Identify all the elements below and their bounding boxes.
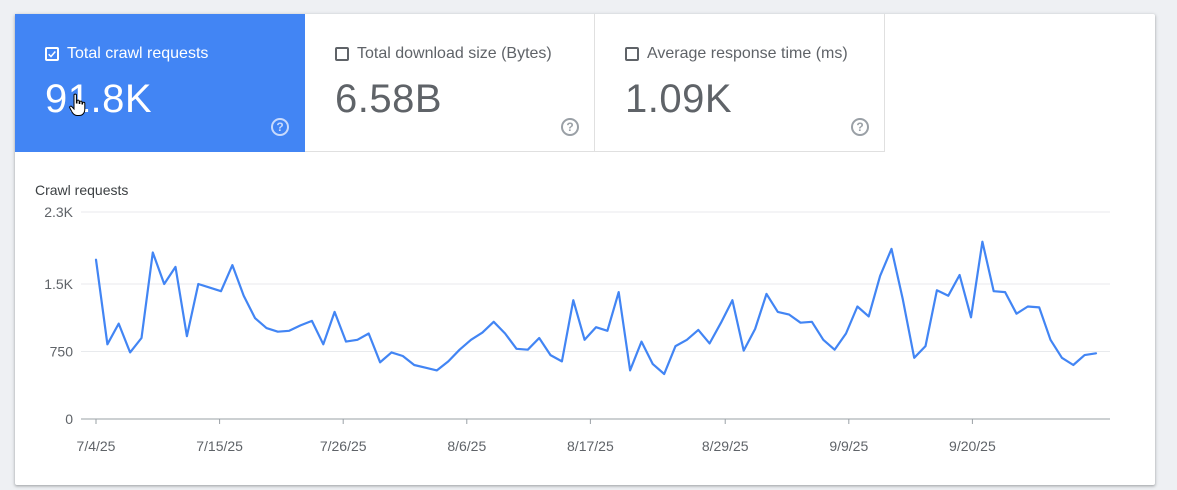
metric-label: Average response time (ms) [647,45,848,62]
metric-card-total-crawl-requests[interactable]: Total crawl requests 91.8K ? [15,14,305,152]
x-tick-label: 9/9/25 [829,438,868,454]
plot-area [94,240,1098,376]
x-tick-label: 7/15/25 [196,438,243,454]
metric-selector: Total crawl requests 91.8K ? Total downl… [15,14,885,152]
metric-label: Total download size (Bytes) [357,45,552,62]
help-icon[interactable]: ? [271,118,289,136]
y-tick-label: 2.3K [44,204,73,220]
y-axis-title: Crawl requests [35,182,128,198]
x-tick-label: 9/20/25 [949,438,996,454]
x-tick-label: 7/4/25 [77,438,116,454]
x-tick-label: 8/29/25 [702,438,749,454]
metric-value: 6.58B [335,77,443,121]
y-tick-label: 750 [50,344,74,360]
x-tick-label: 8/6/25 [447,438,486,454]
x-tick-label: 8/17/25 [567,438,614,454]
checkbox-unchecked-icon[interactable] [625,47,639,61]
metric-card-total-download-size[interactable]: Total download size (Bytes) 6.58B ? [305,14,595,152]
x-tick-label: 7/26/25 [320,438,367,454]
help-icon[interactable]: ? [561,118,579,136]
y-tick-label: 1.5K [44,276,73,292]
metric-value: 91.8K [45,77,153,121]
checkbox-checked-icon[interactable] [45,47,59,61]
metric-card-average-response-time[interactable]: Average response time (ms) 1.09K ? [595,14,885,152]
hand-pointer-cursor-icon [69,93,86,116]
help-icon[interactable]: ? [851,118,869,136]
series-line-crawl-requests [94,240,1098,376]
metric-label: Total crawl requests [67,45,209,62]
y-axis-ticks: 0 750 1.5K 2.3K [44,204,73,427]
y-tick-label: 0 [65,411,73,427]
chart-gridlines [81,211,1110,420]
crawl-stats-card: Total crawl requests 91.8K ? Total downl… [15,14,1155,485]
checkbox-unchecked-icon[interactable] [335,47,349,61]
crawl-requests-chart: Crawl requests 0 750 1.5K 2.3K 7/4/25 7/15/2… [35,182,1110,454]
x-axis-ticks: 7/4/25 7/15/25 7/26/25 8/6/25 8/17/25 8/29/25… [77,419,996,454]
metric-value: 1.09K [625,77,733,121]
